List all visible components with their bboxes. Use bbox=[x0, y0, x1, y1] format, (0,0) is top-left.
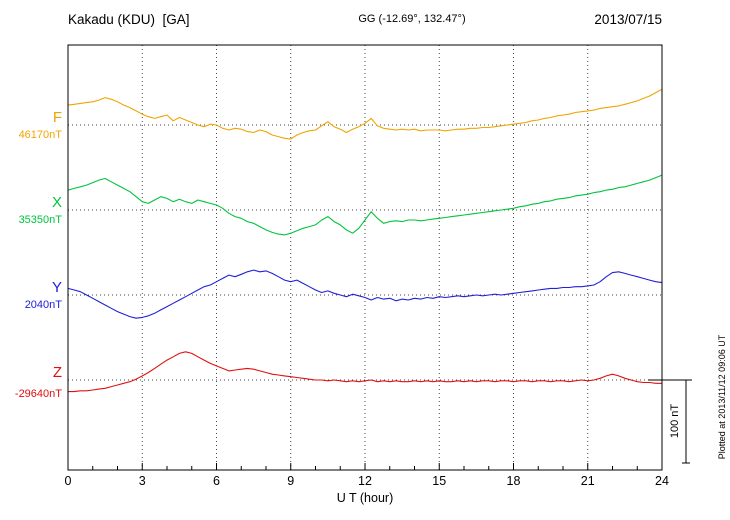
channel-baselines bbox=[68, 124, 662, 381]
channel-value-y: 2040nT bbox=[25, 299, 63, 311]
x-tick-label: 24 bbox=[655, 474, 669, 488]
x-tick-label: 15 bbox=[432, 474, 446, 488]
x-tick-label: 21 bbox=[581, 474, 595, 488]
scale-bar: 100 nT bbox=[648, 379, 692, 464]
x-tick-label: 9 bbox=[287, 474, 294, 488]
trace-f bbox=[67, 88, 663, 140]
channel-label-z: Z bbox=[53, 364, 62, 381]
x-tick-marks bbox=[67, 463, 663, 470]
plotted-at-note: Plotted at 2013/11/12 09:06 UT bbox=[717, 334, 727, 459]
x-tick-label: 18 bbox=[507, 474, 521, 488]
gridlines-vertical bbox=[141, 45, 589, 470]
trace-y bbox=[67, 269, 663, 319]
trace-z bbox=[68, 351, 662, 393]
channel-label-x: X bbox=[52, 194, 62, 211]
x-tick-label: 0 bbox=[65, 474, 72, 488]
channel-label-y: Y bbox=[52, 279, 62, 296]
x-axis-label: U T (hour) bbox=[337, 491, 394, 505]
station-title: Kakadu (KDU) [GA] bbox=[68, 12, 190, 27]
x-tick-label: 12 bbox=[358, 474, 372, 488]
traces bbox=[67, 88, 663, 393]
channel-label-f: F bbox=[53, 109, 62, 126]
observatory-coords: GG (-12.69°, 132.47°) bbox=[358, 13, 465, 25]
channel-value-z: -29640nT bbox=[15, 388, 62, 400]
channel-value-f: 46170nT bbox=[19, 129, 63, 141]
trace-x bbox=[67, 174, 663, 236]
channel-labels: F 46170nT X 35350nT Y 2040nT Z -29640nT bbox=[15, 109, 62, 400]
x-tick-label: 3 bbox=[139, 474, 146, 488]
x-tick-label: 6 bbox=[213, 474, 220, 488]
channel-value-x: 35350nT bbox=[19, 214, 63, 226]
scale-bar-label: 100 nT bbox=[669, 404, 681, 439]
plot-date: 2013/07/15 bbox=[594, 12, 662, 27]
x-tick-labels: 0 3 6 9 12 15 18 21 24 bbox=[65, 474, 669, 488]
